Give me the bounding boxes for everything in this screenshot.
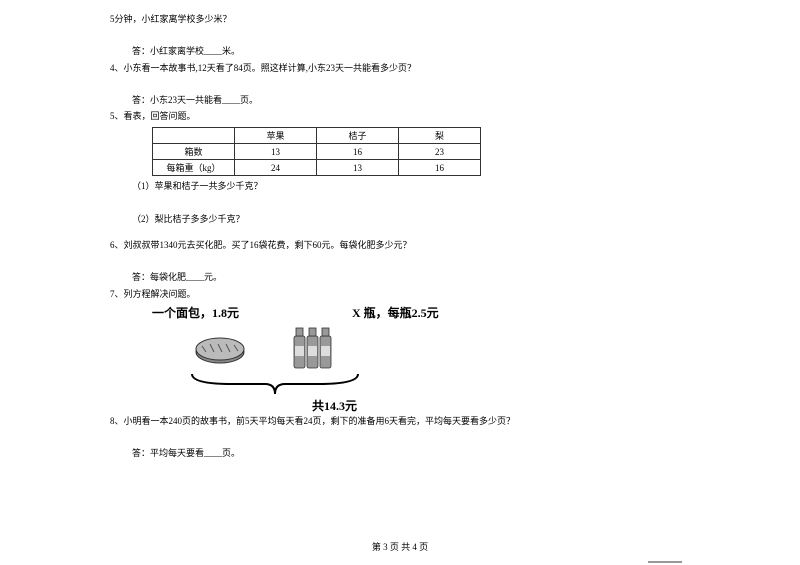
table-cell: 24 xyxy=(235,160,317,176)
table-row: 箱数 13 16 23 xyxy=(153,144,481,160)
q5-text: 5、看表，回答问题。 xyxy=(110,109,690,124)
total-label: 共14.3元 xyxy=(312,397,357,414)
bread-label: 一个面包，1.8元 xyxy=(152,304,239,321)
q6-text: 6、刘叔叔带1340元去买化肥。买了16袋花费，剩下60元。每袋化肥多少元？ xyxy=(110,238,690,253)
q5-sub1: （1）苹果和桔子一共多少千克？ xyxy=(110,179,690,194)
table-row: 苹果 桔子 梨 xyxy=(153,128,481,144)
table-cell: 梨 xyxy=(399,128,481,144)
q3-answer: 答：小红家离学校____米。 xyxy=(110,44,690,59)
q4-text: 4、小东看一本故事书,12天看了84页。照这样计算,小东23天一共能看多少页？ xyxy=(110,61,690,76)
table-cell: 13 xyxy=(317,160,399,176)
table-cell: 16 xyxy=(399,160,481,176)
table-cell: 23 xyxy=(399,144,481,160)
table-cell: 16 xyxy=(317,144,399,160)
page-footer: 第 3 页 共 4 页 xyxy=(0,540,800,553)
q8-text: 8、小明看一本240页的故事书，前5天平均每天看24页，剩下的准备用6天看完，平… xyxy=(110,414,690,429)
table-cell xyxy=(153,128,235,144)
q4-answer: 答：小东23天一共能看____页。 xyxy=(110,93,690,108)
q6-answer: 答：每袋化肥____元。 xyxy=(110,270,690,285)
q5-table: 苹果 桔子 梨 箱数 13 16 23 每箱重（kg） 24 13 16 xyxy=(152,127,481,176)
q8-answer: 答：平均每天要看____页。 xyxy=(110,446,690,461)
table-row: 每箱重（kg） 24 13 16 xyxy=(153,160,481,176)
q5-sub2: （2）梨比桔子多多少千克？ xyxy=(110,212,690,227)
table-cell: 13 xyxy=(235,144,317,160)
table-cell: 每箱重（kg） xyxy=(153,160,235,176)
bottle-label: X 瓶，每瓶2.5元 xyxy=(352,304,439,321)
bread-icon xyxy=(194,332,246,366)
table-cell: 苹果 xyxy=(235,128,317,144)
q7-diagram: 一个面包，1.8元 X 瓶，每瓶2.5元 共14.3元 xyxy=(134,304,690,414)
q3-tail: 5分钟，小红家离学校多少米？ xyxy=(110,12,690,27)
bottles-icon xyxy=(292,326,340,372)
q7-text: 7、列方程解决问题。 xyxy=(110,287,690,302)
table-cell: 桔子 xyxy=(317,128,399,144)
table-cell: 箱数 xyxy=(153,144,235,160)
footer-line xyxy=(648,561,682,563)
brace-icon xyxy=(190,372,360,396)
